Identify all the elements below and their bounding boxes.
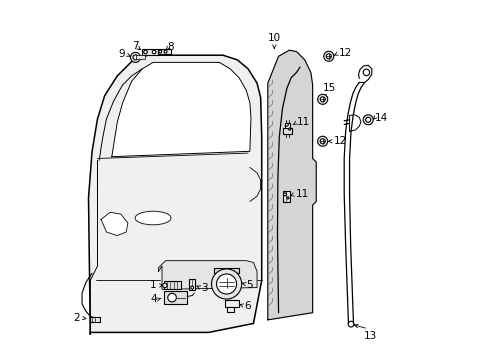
Bar [142,49,160,55]
Text: 7: 7 [132,41,138,50]
Circle shape [163,283,167,288]
Polygon shape [267,50,316,320]
Bar [284,123,290,128]
Circle shape [363,69,369,76]
Bar [283,128,291,134]
Bar [89,317,100,322]
Circle shape [211,269,241,299]
Polygon shape [158,261,257,289]
Circle shape [283,193,286,196]
Text: 4: 4 [150,294,157,305]
Bar [214,268,239,273]
Bar [163,282,181,289]
Text: 13: 13 [363,330,376,341]
Text: 11: 11 [295,189,308,199]
Circle shape [216,274,236,294]
Text: 12: 12 [333,136,346,146]
Text: 9: 9 [119,49,125,59]
Circle shape [133,55,138,60]
Text: 1: 1 [150,280,156,291]
Circle shape [347,321,353,327]
Text: 3: 3 [201,283,207,293]
Text: 12: 12 [338,48,351,58]
Text: 5: 5 [246,280,252,290]
Circle shape [152,50,156,54]
Circle shape [190,286,193,289]
Circle shape [288,128,290,130]
Polygon shape [112,62,250,157]
Circle shape [325,54,330,59]
Bar [136,55,145,59]
Circle shape [365,117,370,122]
Circle shape [130,52,140,62]
Circle shape [317,94,327,104]
Circle shape [323,51,333,61]
Bar [226,307,234,312]
Polygon shape [88,55,261,334]
Bar [282,191,289,202]
Ellipse shape [135,211,171,225]
Circle shape [167,293,176,302]
Bar [163,291,187,304]
Polygon shape [101,212,128,235]
Text: 15: 15 [323,83,336,93]
Circle shape [286,197,288,199]
Circle shape [363,115,372,125]
Text: 6: 6 [244,301,251,311]
Circle shape [143,50,147,54]
Text: 11: 11 [296,117,309,127]
Circle shape [285,123,287,126]
Circle shape [317,136,327,146]
Bar [158,49,171,54]
Bar [188,279,195,290]
Text: 8: 8 [167,42,174,51]
Circle shape [159,50,162,53]
Text: 10: 10 [267,33,280,43]
Text: 14: 14 [373,113,387,123]
Text: 2: 2 [74,313,80,323]
Circle shape [164,50,167,53]
Circle shape [320,139,325,144]
Bar [224,300,239,307]
Circle shape [320,97,325,102]
